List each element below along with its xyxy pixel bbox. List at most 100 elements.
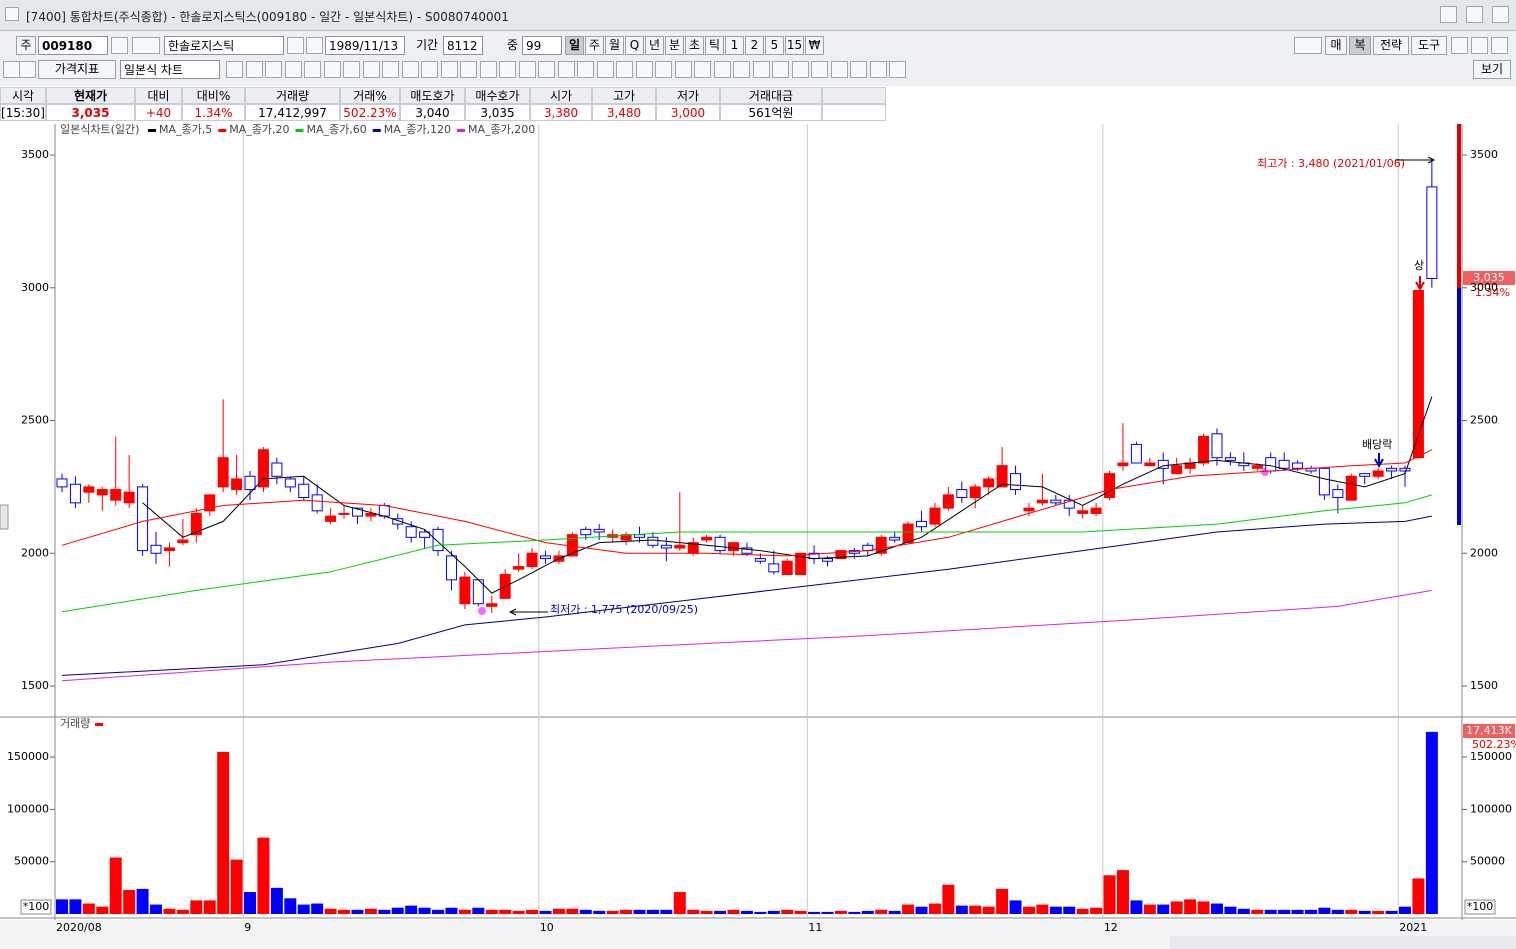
- maximize-button[interactable]: [1466, 6, 1483, 23]
- tool-icon[interactable]: [226, 61, 243, 78]
- tool-icon[interactable]: [869, 61, 887, 78]
- volume-bar: [767, 910, 780, 914]
- interval-button[interactable]: 주: [585, 36, 604, 55]
- tool-icon[interactable]: [635, 61, 653, 78]
- next-button[interactable]: [287, 37, 304, 54]
- minimize-button[interactable]: [1440, 6, 1457, 23]
- tool-icon[interactable]: [674, 61, 692, 78]
- interval-button[interactable]: 월: [605, 36, 624, 55]
- date-input[interactable]: 1989/11/13: [325, 36, 405, 55]
- candle-body: [83, 486, 95, 493]
- toolbar-button[interactable]: 전략: [1373, 36, 1409, 55]
- volume-bar: [1103, 875, 1116, 914]
- mid-input[interactable]: 99: [522, 36, 562, 55]
- y-tick-label: 2000: [1470, 546, 1498, 559]
- tool-icon[interactable]: [1451, 37, 1468, 54]
- candle-body: [1063, 499, 1075, 509]
- tool-icon[interactable]: [518, 61, 536, 78]
- interval-button[interactable]: 틱: [705, 36, 724, 55]
- volume-bar: [56, 899, 68, 914]
- ma-line: [61, 589, 1432, 682]
- name-input[interactable]: 한솔로지스틱: [164, 36, 284, 55]
- tool-icon[interactable]: [694, 61, 711, 78]
- tool-icon[interactable]: [772, 61, 789, 78]
- tool-icon[interactable]: [830, 61, 848, 78]
- tool-icon[interactable]: [655, 61, 672, 78]
- interval-button[interactable]: 1: [725, 36, 744, 55]
- range-bar: [1457, 288, 1461, 525]
- toolbar-button[interactable]: 매: [1325, 36, 1347, 55]
- candle-body: [674, 544, 686, 549]
- candle-body: [714, 536, 726, 552]
- interval-button[interactable]: 년: [645, 36, 664, 55]
- interval-button[interactable]: 분: [665, 36, 684, 55]
- tool-icon[interactable]: [323, 61, 341, 78]
- tool-icon[interactable]: [889, 61, 906, 78]
- tool-icon[interactable]: [304, 61, 321, 78]
- candle-body: [365, 512, 377, 517]
- interval-button[interactable]: Q: [625, 36, 644, 55]
- tool-icon[interactable]: [460, 61, 477, 78]
- prev-button[interactable]: [306, 37, 323, 54]
- quote-header: 대비%: [182, 87, 245, 104]
- tool-icon[interactable]: [713, 61, 731, 78]
- quote-value: 3,040: [400, 104, 465, 121]
- tool-icon[interactable]: [284, 61, 302, 78]
- chart-style-select[interactable]: 일본식 차트: [120, 60, 220, 79]
- toolbar-button[interactable]: 복: [1349, 36, 1371, 55]
- interval-button[interactable]: 초: [685, 36, 704, 55]
- search-button[interactable]: [111, 37, 128, 54]
- interval-button[interactable]: 5: [765, 36, 784, 55]
- volume-bar: [297, 904, 310, 914]
- tool-icon[interactable]: [577, 61, 594, 78]
- tool-icon[interactable]: [557, 61, 575, 78]
- tool-icon[interactable]: [479, 61, 497, 78]
- interval-button[interactable]: 일: [565, 36, 584, 55]
- period-input[interactable]: 8112: [443, 36, 483, 55]
- tool-icon[interactable]: [811, 61, 828, 78]
- tool-icon[interactable]: [616, 61, 633, 78]
- volume-bar: [714, 910, 727, 914]
- tool-icon[interactable]: [596, 61, 614, 78]
- toolbar-button[interactable]: 도구: [1411, 36, 1447, 55]
- scroll-controls[interactable]: [1170, 936, 1516, 949]
- tool-icon[interactable]: [440, 61, 458, 78]
- tool-icon[interactable]: [752, 61, 770, 78]
- interval-button[interactable]: 15: [785, 36, 804, 55]
- legend-swatch: [218, 129, 227, 132]
- side-toggle[interactable]: [0, 504, 9, 530]
- tool-icon[interactable]: [401, 61, 419, 78]
- candle-body: [1211, 433, 1223, 459]
- tool-icon[interactable]: [343, 61, 360, 78]
- tool-icon[interactable]: [3, 61, 20, 78]
- tool-icon[interactable]: [791, 61, 809, 78]
- tool-icon[interactable]: [421, 61, 438, 78]
- sort-button[interactable]: [132, 37, 160, 54]
- legend-swatch: [148, 129, 156, 132]
- tool-icon[interactable]: [245, 61, 263, 78]
- market-button[interactable]: 주: [16, 36, 36, 55]
- tool-icon[interactable]: [1471, 37, 1488, 54]
- close-button[interactable]: [1492, 6, 1509, 23]
- candle-body: [889, 536, 901, 541]
- indicator-button[interactable]: 가격지표: [38, 60, 116, 79]
- tool-icon[interactable]: [499, 61, 516, 78]
- view-button[interactable]: 보기: [1473, 60, 1511, 79]
- code-input[interactable]: 009180: [38, 36, 108, 55]
- tool-icon[interactable]: [19, 61, 36, 78]
- volume-bar: [1184, 899, 1197, 914]
- cloud-button[interactable]: [1294, 37, 1322, 54]
- tool-icon[interactable]: [538, 61, 555, 78]
- candle-body: [942, 494, 954, 509]
- interval-button[interactable]: 2: [745, 36, 764, 55]
- annotation-arrow: [1395, 156, 1436, 164]
- tool-icon[interactable]: [362, 61, 380, 78]
- tool-icon[interactable]: [382, 61, 399, 78]
- interval-button[interactable]: ₩: [805, 36, 824, 55]
- tool-icon[interactable]: [733, 61, 750, 78]
- tool-icon[interactable]: [850, 61, 867, 78]
- tool-icon[interactable]: [265, 61, 282, 78]
- tool-icon[interactable]: [1491, 37, 1508, 54]
